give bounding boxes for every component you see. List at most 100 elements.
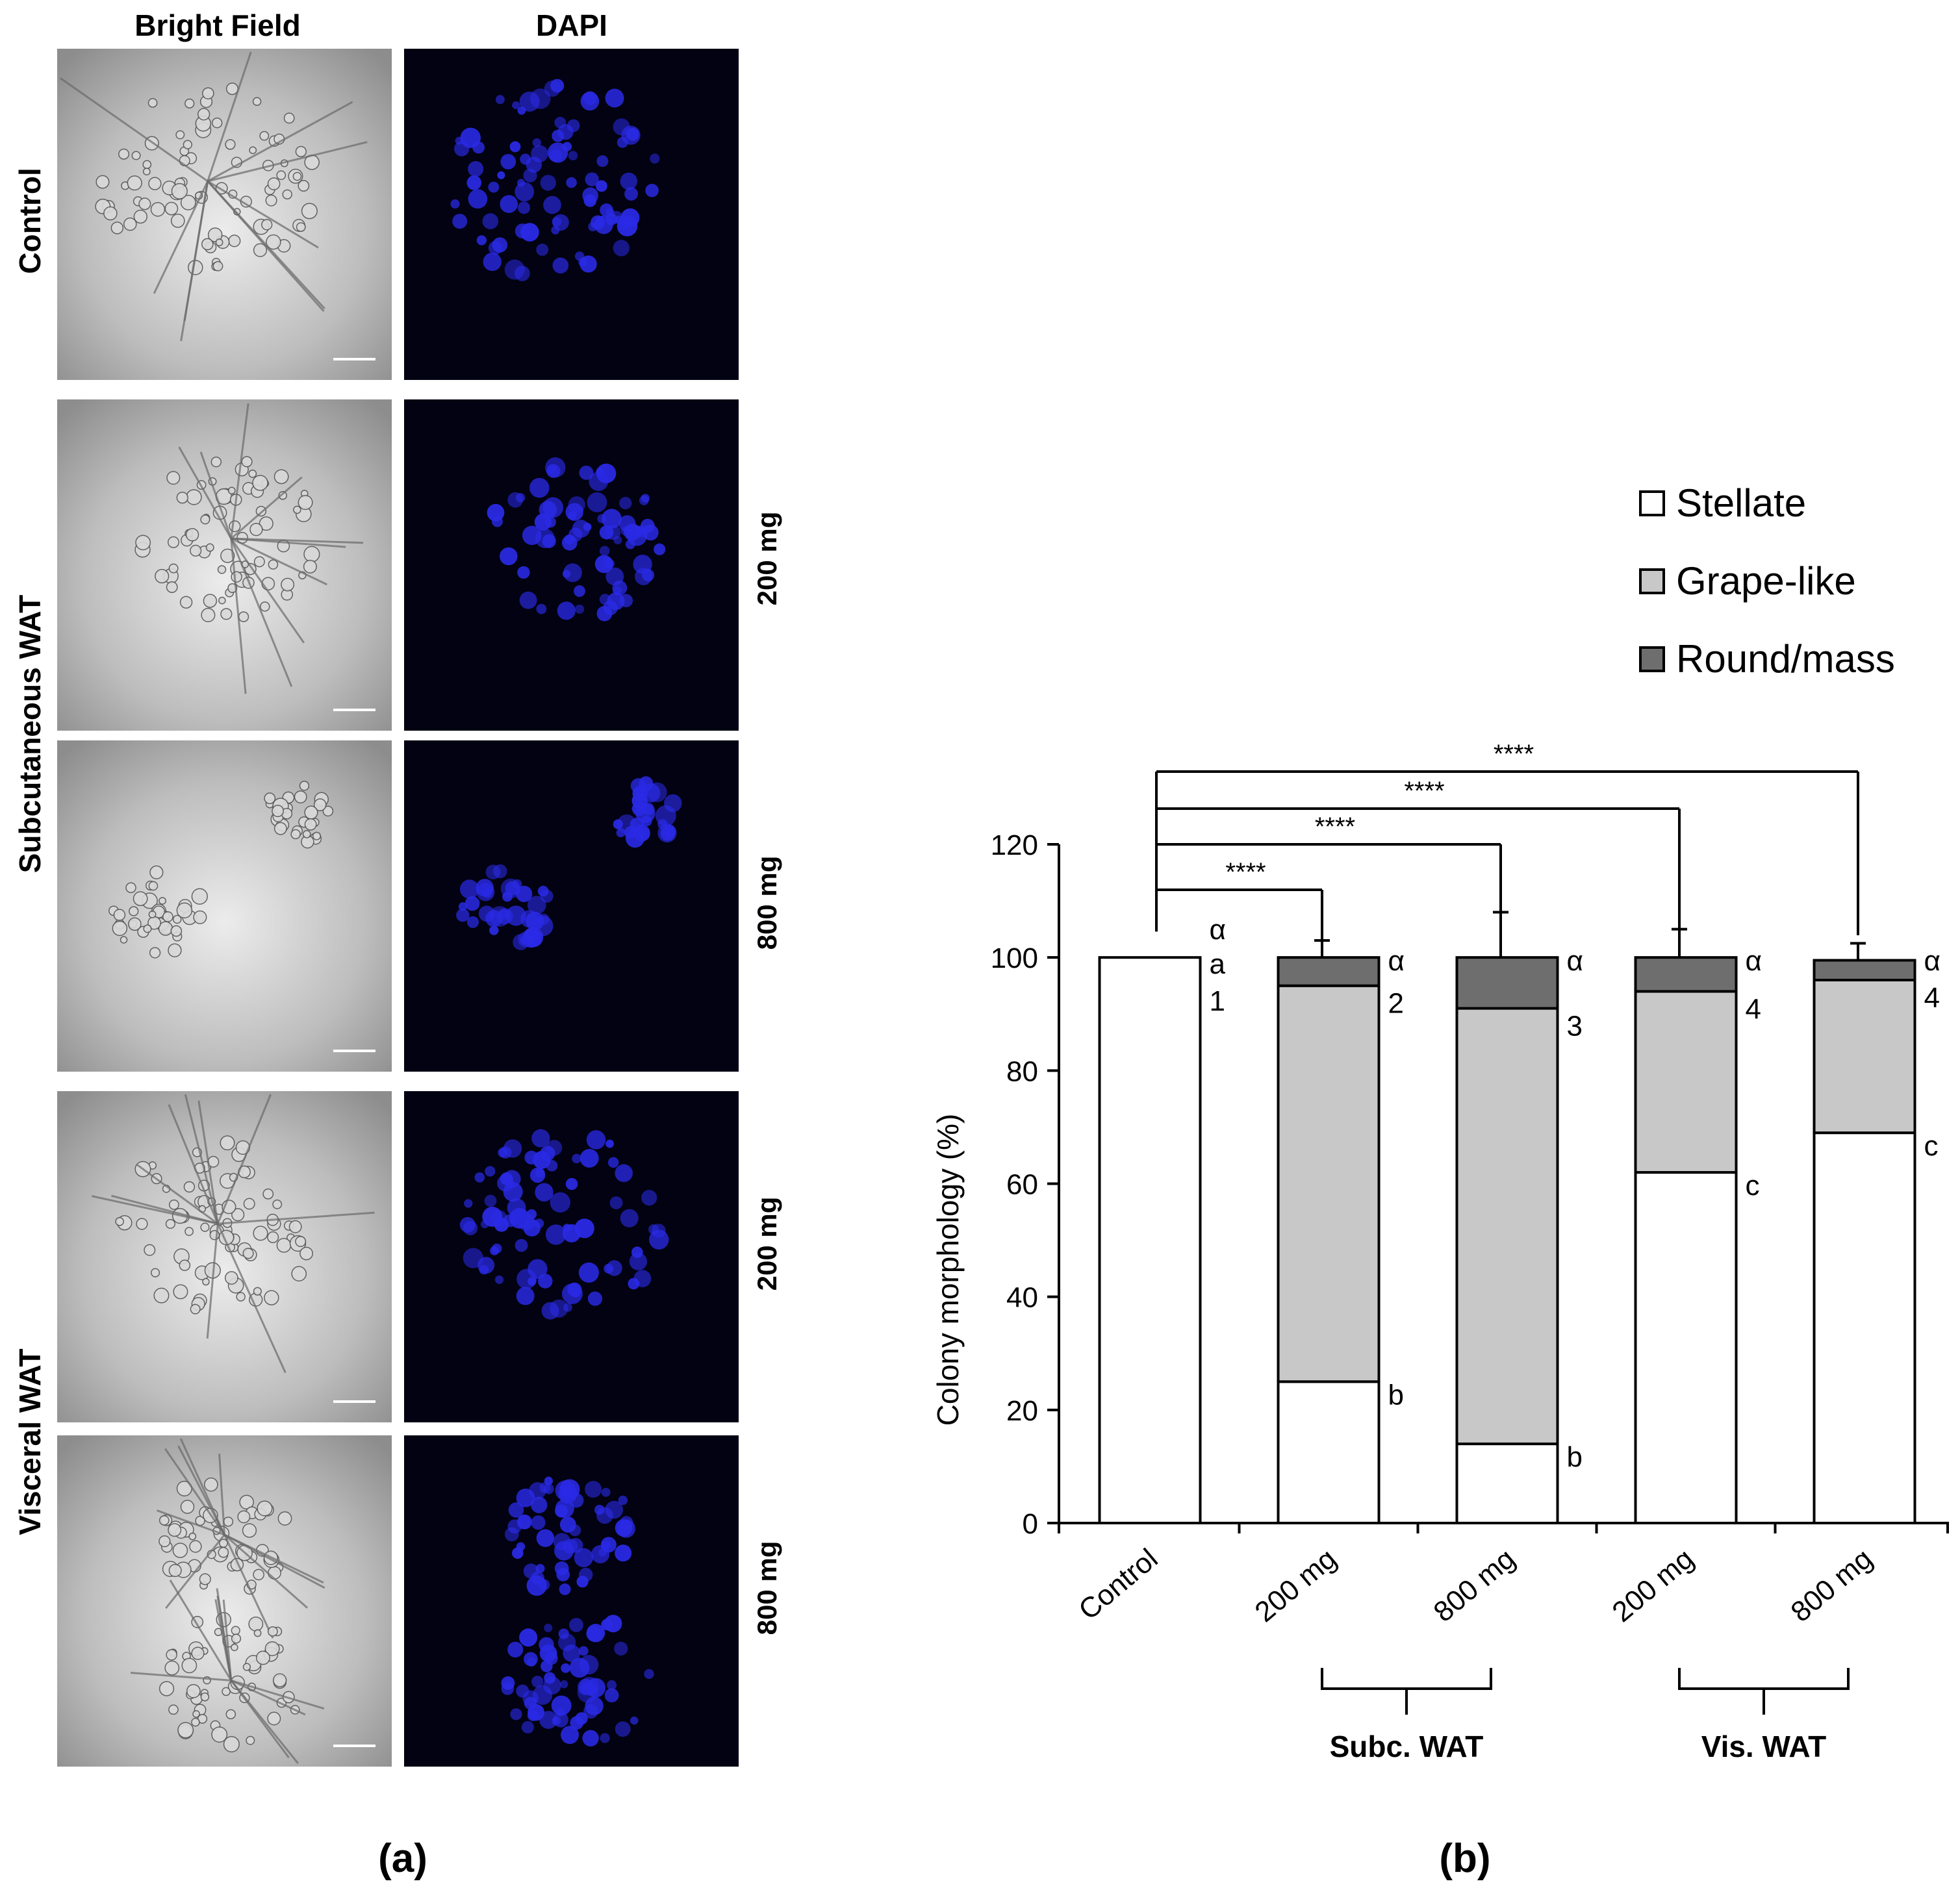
cell-shape <box>171 183 188 199</box>
nucleus-spot <box>551 1695 572 1716</box>
cell-shape <box>212 260 223 271</box>
cell-shape <box>253 1287 262 1296</box>
cell-shape <box>257 1500 273 1517</box>
nucleus-spot <box>569 1618 584 1632</box>
cell-shape <box>229 520 241 533</box>
nucleus-spot <box>523 1563 539 1579</box>
bright-field-micrograph <box>57 49 392 380</box>
cell-shape <box>215 238 223 247</box>
cell-shape <box>118 148 130 160</box>
nucleus-spot <box>516 179 525 187</box>
cell-shape <box>168 943 182 957</box>
cell-protrusion <box>230 538 305 644</box>
cell-shape <box>143 924 152 933</box>
nucleus-spot <box>626 127 639 141</box>
cell-shape <box>253 1629 262 1637</box>
nucleus-spot <box>579 255 597 273</box>
bar-segment-grape-like <box>1455 1007 1559 1446</box>
cell-shape <box>220 1135 235 1151</box>
group-bracket <box>1678 1668 1850 1690</box>
nucleus-spot <box>563 1303 572 1312</box>
cell-shape <box>211 118 223 129</box>
panel-label-a: (a) <box>378 1836 427 1881</box>
nucleus-spot <box>464 1199 473 1208</box>
cell-shape <box>276 1238 292 1253</box>
x-tick-label: 800 mg <box>1428 1543 1521 1628</box>
nucleus-spot <box>605 559 615 569</box>
cell-shape <box>191 888 208 905</box>
cell-protrusion <box>207 101 353 183</box>
cell-shape <box>274 822 287 835</box>
nucleus-spot <box>459 1216 476 1233</box>
bar-segment-stellate <box>1813 1131 1916 1524</box>
y-tick-label: 60 <box>1006 1169 1038 1201</box>
cell-protrusion <box>60 77 209 183</box>
nucleus-spot <box>569 1493 584 1508</box>
bar-series: a b b c c 1 2 3 4 4 α α α α α <box>1098 911 1941 1525</box>
cell-shape <box>133 209 147 224</box>
nucleus-spot <box>575 604 585 614</box>
significance-brackets: **** **** **** **** <box>1155 740 1859 948</box>
cell-protrusion <box>216 1223 286 1374</box>
nucleus-spot <box>617 1519 635 1538</box>
cell-shape <box>112 920 128 937</box>
nucleus-spot <box>465 896 480 911</box>
cell-shape <box>278 491 287 500</box>
nucleus-spot <box>582 1730 599 1746</box>
nucleus-spot <box>639 776 654 791</box>
nucleus-spot <box>633 824 646 837</box>
group-bracket <box>1321 1668 1492 1690</box>
nucleus-spot <box>539 1711 557 1729</box>
nucleus-spot <box>497 1174 515 1192</box>
significance-stars: **** <box>1494 740 1534 768</box>
nucleus-spot <box>544 516 556 528</box>
nucleus-spot <box>605 1139 614 1148</box>
micrograph-background <box>404 1091 739 1422</box>
cell-protrusion <box>223 1533 309 1609</box>
cell-shape <box>231 1626 240 1635</box>
x-tick-label: 800 mg <box>1785 1543 1879 1628</box>
nucleus-spot <box>492 237 508 253</box>
y-tick-label: 80 <box>1006 1055 1038 1087</box>
cell-shape <box>95 175 110 189</box>
nucleus-spot <box>516 1684 529 1698</box>
nucleus-spot <box>482 213 499 229</box>
nucleus-spot <box>633 555 652 574</box>
cell-protrusion <box>207 51 252 182</box>
cell-shape <box>159 897 166 905</box>
cell-shape <box>162 911 173 922</box>
nucleus-spot <box>579 1655 599 1675</box>
nucleus-spot <box>604 1263 614 1274</box>
cell-shape <box>252 475 268 491</box>
nucleus-spot <box>561 1485 573 1497</box>
cell-shape <box>259 601 270 612</box>
nucleus-spot <box>468 160 484 177</box>
nucleus-spot <box>498 1148 508 1158</box>
y-tick-label: 120 <box>991 829 1038 861</box>
nucleus-spot <box>605 524 621 540</box>
nucleus-spot <box>566 177 577 188</box>
legend-label: Round/mass <box>1676 637 1895 681</box>
cell-shape <box>231 1633 242 1644</box>
significance-alpha: α <box>1388 945 1405 977</box>
nucleus-spot <box>529 477 550 498</box>
cell-shape <box>281 577 295 592</box>
significance-stars: **** <box>1225 858 1266 887</box>
nucleus-spot <box>536 603 547 614</box>
cell-protrusion <box>218 1454 225 1535</box>
cell-protrusion <box>111 1194 218 1225</box>
nucleus-spot <box>531 1129 550 1148</box>
nucleus-spot <box>515 182 535 202</box>
nucleus-spot <box>544 1623 553 1632</box>
cell-shape <box>150 202 166 217</box>
nucleus-spot <box>489 926 499 935</box>
cell-shape <box>228 234 241 247</box>
cell-shape <box>224 1271 238 1285</box>
nucleus-spot <box>528 1277 537 1286</box>
cell-shape <box>153 1287 170 1304</box>
dose-label: 200 mg <box>752 1197 782 1291</box>
nucleus-spot <box>517 106 526 115</box>
cell-shape <box>246 1735 255 1745</box>
cell-shape <box>190 544 202 557</box>
legend-swatch <box>1639 568 1665 594</box>
